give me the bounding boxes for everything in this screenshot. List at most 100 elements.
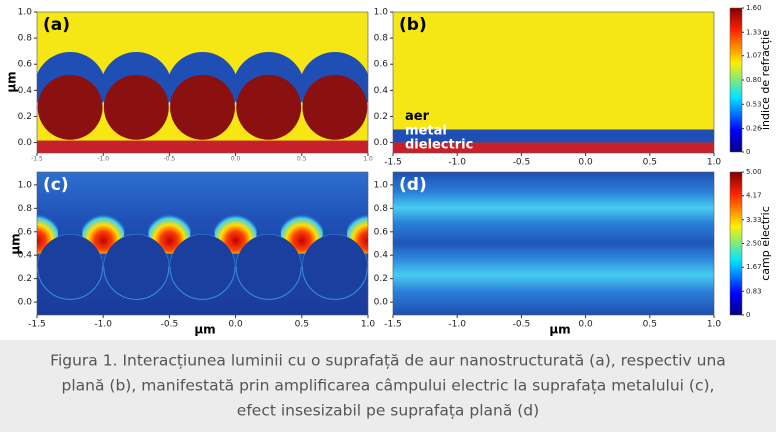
x-tick-label: 0.0 bbox=[231, 156, 241, 163]
y-axis-label: µm bbox=[9, 233, 23, 254]
dielectric bbox=[393, 142, 714, 153]
x-tick-label: -1.0 bbox=[448, 320, 466, 330]
caption-box bbox=[0, 340, 776, 432]
caption-line: Figura 1. Interacțiunea luminii cu o sup… bbox=[50, 352, 726, 370]
x-tick-label: 1.0 bbox=[707, 158, 722, 168]
y-tick-label: 0.4 bbox=[374, 86, 389, 96]
sphere-top bbox=[236, 234, 302, 267]
y-axis-label: µm bbox=[5, 71, 19, 92]
x-tick-label: -1.0 bbox=[448, 158, 466, 168]
sphere bbox=[37, 74, 103, 140]
colorbar-title: indice de refracție bbox=[759, 30, 772, 130]
hot-spot bbox=[214, 209, 257, 254]
x-tick-label: 1.0 bbox=[361, 320, 376, 330]
x-tick-label: -1.5 bbox=[384, 320, 402, 330]
y-tick-label: 0.6 bbox=[18, 60, 33, 70]
panel-image bbox=[37, 12, 368, 153]
panel-image bbox=[393, 12, 714, 153]
y-tick-label: 0.6 bbox=[18, 227, 33, 237]
x-tick-label: 0.5 bbox=[295, 320, 309, 330]
y-tick-label: 0.0 bbox=[374, 298, 389, 308]
panel-label: (b) bbox=[399, 15, 427, 35]
frame bbox=[392, 11, 715, 154]
x-tick-label: -1.5 bbox=[28, 320, 46, 330]
y-tick-label: 0.0 bbox=[374, 138, 389, 148]
x-tick-label: 0.5 bbox=[643, 158, 657, 168]
substrate bbox=[37, 140, 368, 153]
x-tick-label: 0.0 bbox=[578, 158, 593, 168]
colorbar-tick-label: 4.17 bbox=[746, 192, 762, 200]
layer-label: metal bbox=[405, 123, 447, 138]
colorbar bbox=[729, 171, 743, 316]
hot-spot bbox=[148, 209, 191, 254]
hot-spot bbox=[82, 209, 125, 254]
y-tick-label: 0.0 bbox=[18, 138, 33, 148]
y-tick-label: 0.6 bbox=[374, 227, 389, 237]
x-tick-label: -0.5 bbox=[513, 320, 531, 330]
colorbar bbox=[729, 7, 743, 153]
colorbar-tick-label: 3.33 bbox=[746, 216, 762, 224]
y-tick-label: 0.6 bbox=[374, 60, 389, 70]
panel-label: (c) bbox=[43, 175, 69, 195]
x-axis-label: µm bbox=[549, 323, 570, 337]
x-tick-label: -1.0 bbox=[94, 320, 112, 330]
colorbar-tick-label: 2.50 bbox=[746, 240, 762, 248]
colorbar-tick-label: 0.53 bbox=[746, 100, 762, 108]
x-tick-label: -1.5 bbox=[384, 158, 402, 168]
colorbar-tick-label: 5.00 bbox=[746, 168, 762, 176]
colorbar-tick-label: 1.60 bbox=[746, 4, 762, 12]
colorbar-tick-label: 0 bbox=[746, 311, 750, 319]
x-tick-label: 0.0 bbox=[578, 320, 593, 330]
sphere bbox=[302, 74, 368, 140]
y-tick-label: 0.4 bbox=[374, 251, 389, 261]
y-tick-label: 1.0 bbox=[18, 180, 33, 190]
y-tick-label: 0.2 bbox=[18, 112, 32, 122]
layer-label: aer bbox=[405, 109, 430, 124]
caption-line: plană (b), manifestată prin amplificarea… bbox=[62, 377, 715, 395]
x-tick-label: -1.0 bbox=[97, 156, 109, 163]
colorbar-tick-label: 0.80 bbox=[746, 76, 762, 84]
y-tick-label: 0.2 bbox=[18, 274, 32, 284]
x-axis-label: µm bbox=[194, 323, 215, 337]
colorbar-tick-label: 1.67 bbox=[746, 263, 762, 271]
sphere-top bbox=[37, 234, 103, 267]
sphere bbox=[170, 74, 235, 140]
x-tick-label: -0.5 bbox=[513, 158, 531, 168]
colorbar-tick-label: 0 bbox=[746, 148, 750, 156]
sphere-top bbox=[170, 234, 235, 267]
y-tick-label: 0.8 bbox=[374, 204, 389, 214]
x-tick-label: 0.5 bbox=[643, 320, 657, 330]
y-tick-label: 0.0 bbox=[18, 298, 33, 308]
y-tick-label: 0.2 bbox=[374, 112, 388, 122]
y-tick-label: 1.0 bbox=[18, 8, 33, 18]
y-tick-label: 0.4 bbox=[18, 251, 33, 261]
colorbar-tick-label: 1.07 bbox=[746, 52, 762, 60]
colorbar-tick-label: 0.26 bbox=[746, 125, 762, 133]
x-tick-label: -1.5 bbox=[31, 156, 43, 163]
y-tick-label: 0.8 bbox=[374, 34, 389, 44]
y-tick-label: 0.8 bbox=[18, 204, 33, 214]
metal bbox=[393, 129, 714, 143]
caption-line: efect insesizabil pe suprafața plană (d) bbox=[237, 402, 539, 420]
frame bbox=[36, 11, 369, 154]
colorbar-tick-label: 0.83 bbox=[746, 287, 762, 295]
y-tick-label: 0.2 bbox=[374, 274, 388, 284]
panel-label: (a) bbox=[43, 15, 70, 35]
x-tick-label: 1.0 bbox=[363, 156, 373, 163]
layer-label: dielectric bbox=[405, 138, 473, 153]
hot-spot bbox=[280, 209, 323, 254]
panel-image bbox=[37, 172, 368, 315]
x-tick-label: 0.0 bbox=[228, 320, 243, 330]
sphere-top bbox=[103, 234, 169, 267]
panel-label: (d) bbox=[399, 175, 427, 195]
sphere bbox=[103, 74, 169, 140]
frame bbox=[36, 171, 369, 316]
x-tick-label: 1.0 bbox=[707, 320, 722, 330]
x-tick-label: -0.5 bbox=[164, 156, 176, 163]
panel-image bbox=[393, 172, 714, 315]
colorbar-title: camp electric bbox=[759, 206, 772, 281]
sphere bbox=[236, 74, 302, 140]
y-tick-label: 0.4 bbox=[18, 86, 33, 96]
x-tick-label: 0.5 bbox=[297, 156, 307, 163]
